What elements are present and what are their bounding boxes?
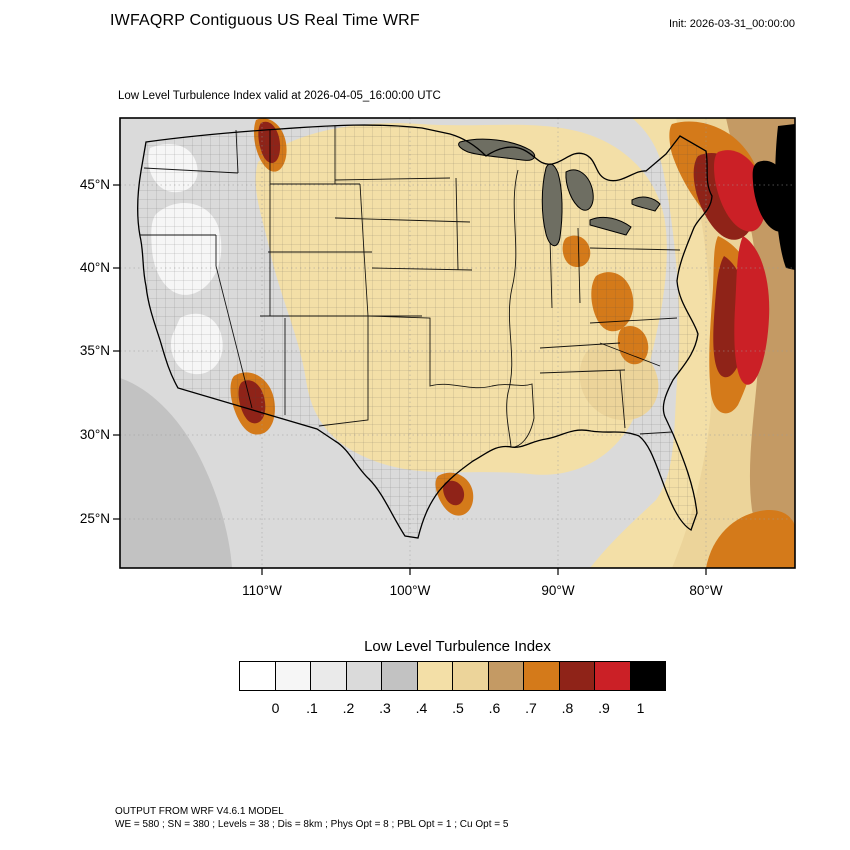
- colorbar-swatch: [310, 661, 347, 691]
- lat-tick-label: 30°N: [79, 427, 110, 442]
- colorbar-swatch: [452, 661, 489, 691]
- valid-time-label: Low Level Turbulence Index valid at 2026…: [118, 90, 441, 102]
- colorbar-tick-label: .3: [379, 700, 391, 716]
- map-frame: [119, 117, 796, 569]
- lon-tick-label: 100°W: [389, 583, 431, 598]
- colorbar-swatch: [239, 661, 276, 691]
- colorbar-tick-label: .1: [306, 700, 318, 716]
- colorbar-swatch: [629, 661, 666, 691]
- colorbar-tick-label: .8: [561, 700, 574, 716]
- colorbar-swatch: [487, 661, 524, 691]
- colorbar-tick-label: .2: [342, 700, 355, 716]
- lon-tick-label: 110°W: [242, 583, 282, 598]
- colorbar: [239, 661, 666, 691]
- colorbar-tick-label: .9: [598, 700, 610, 716]
- us-turbulence-map: [113, 117, 796, 575]
- lon-tick-label: 80°W: [689, 583, 723, 598]
- page-title: IWFAQRP Contiguous US Real Time WRF: [110, 12, 420, 29]
- model-output-line: OUTPUT FROM WRF V4.6.1 MODEL: [115, 806, 284, 817]
- colorbar-swatch: [594, 661, 631, 691]
- lat-tick-label: 45°N: [79, 177, 110, 192]
- colorbar-tick-label: .6: [488, 700, 501, 716]
- axis-ticks: [113, 184, 707, 575]
- colorbar-swatch: [345, 661, 382, 691]
- colorbar-swatch: [416, 661, 453, 691]
- colorbar-tick-label: .7: [525, 700, 537, 716]
- colorbar-swatch: [381, 661, 418, 691]
- init-timestamp: Init: 2026-03-31_00:00:00: [669, 18, 795, 30]
- colorbar-swatch: [558, 661, 595, 691]
- colorbar-swatch: [274, 661, 311, 691]
- colorbar-tick-label: 1: [636, 700, 645, 716]
- footer: OUTPUT FROM WRF V4.6.1 MODEL WE = 580 ; …: [115, 805, 508, 831]
- lat-tick-label: 35°N: [79, 343, 110, 358]
- colorbar-tick-label: .4: [415, 700, 428, 716]
- colorbar-swatch: [523, 661, 560, 691]
- us-outline: [137, 124, 713, 539]
- state-boundaries: [140, 126, 681, 448]
- colorbar-tick-labels: 0 .1 .2 .3 .4 .5 .6 .7 .8 .9 1: [239, 700, 677, 720]
- lat-tick-label: 40°N: [79, 260, 110, 275]
- colorbar-tick-label: 0: [271, 700, 280, 716]
- colorbar-title: Low Level Turbulence Index: [364, 638, 551, 655]
- lat-tick-label: 25°N: [79, 511, 110, 526]
- lon-tick-label: 90°W: [541, 583, 575, 598]
- colorbar-tick-label: .5: [452, 700, 464, 716]
- model-config-line: WE = 580 ; SN = 380 ; Levels = 38 ; Dis …: [115, 819, 509, 830]
